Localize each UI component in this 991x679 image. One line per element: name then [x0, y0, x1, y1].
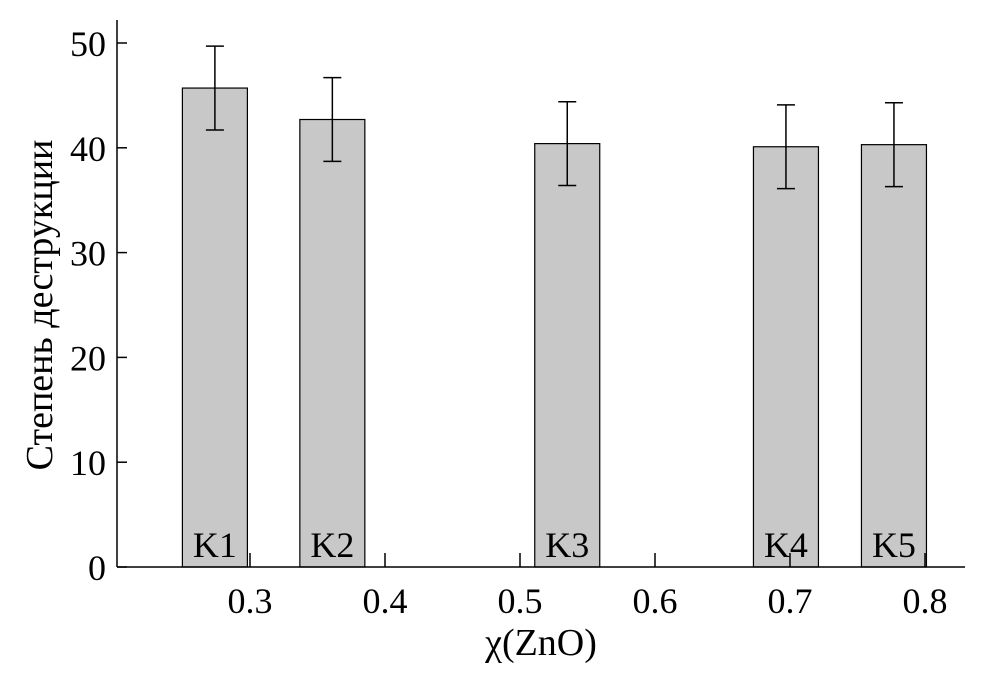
bar-k1 [181, 87, 248, 568]
x-axis-label: χ(ZnO) [484, 622, 597, 664]
bar-k4 [752, 146, 820, 568]
bars-group: K1 K2 K3 K4 K5 [181, 45, 928, 568]
y-tick-label: 20 [70, 338, 106, 378]
y-tick-label: 0 [88, 548, 106, 588]
x-tick-label: 0.4 [363, 581, 408, 621]
x-tick-label: 0.3 [228, 581, 273, 621]
x-tick-label: 0.5 [498, 581, 543, 621]
bar-k3 [534, 143, 601, 568]
y-tick-label: 40 [70, 129, 106, 169]
y-tick-label: 50 [70, 24, 106, 64]
bar-label: K5 [872, 525, 916, 565]
bar-label: K2 [310, 525, 354, 565]
y-ticks: 0 10 20 30 40 50 [70, 24, 127, 588]
y-axis-label: Степень деструкции [19, 140, 61, 471]
x-tick-label: 0.8 [903, 581, 948, 621]
y-tick-label: 30 [70, 234, 106, 274]
bar-k5 [860, 144, 928, 568]
bar-label: K1 [193, 525, 237, 565]
x-tick-label: 0.6 [633, 581, 678, 621]
bar-k2 [299, 118, 366, 568]
x-ticks: 0.3 0.4 0.5 0.6 0.7 0.8 [228, 553, 948, 621]
y-tick-label: 10 [70, 443, 106, 483]
x-tick-label: 0.7 [768, 581, 813, 621]
bar-label: K3 [545, 525, 589, 565]
bar-label: K4 [764, 525, 808, 565]
